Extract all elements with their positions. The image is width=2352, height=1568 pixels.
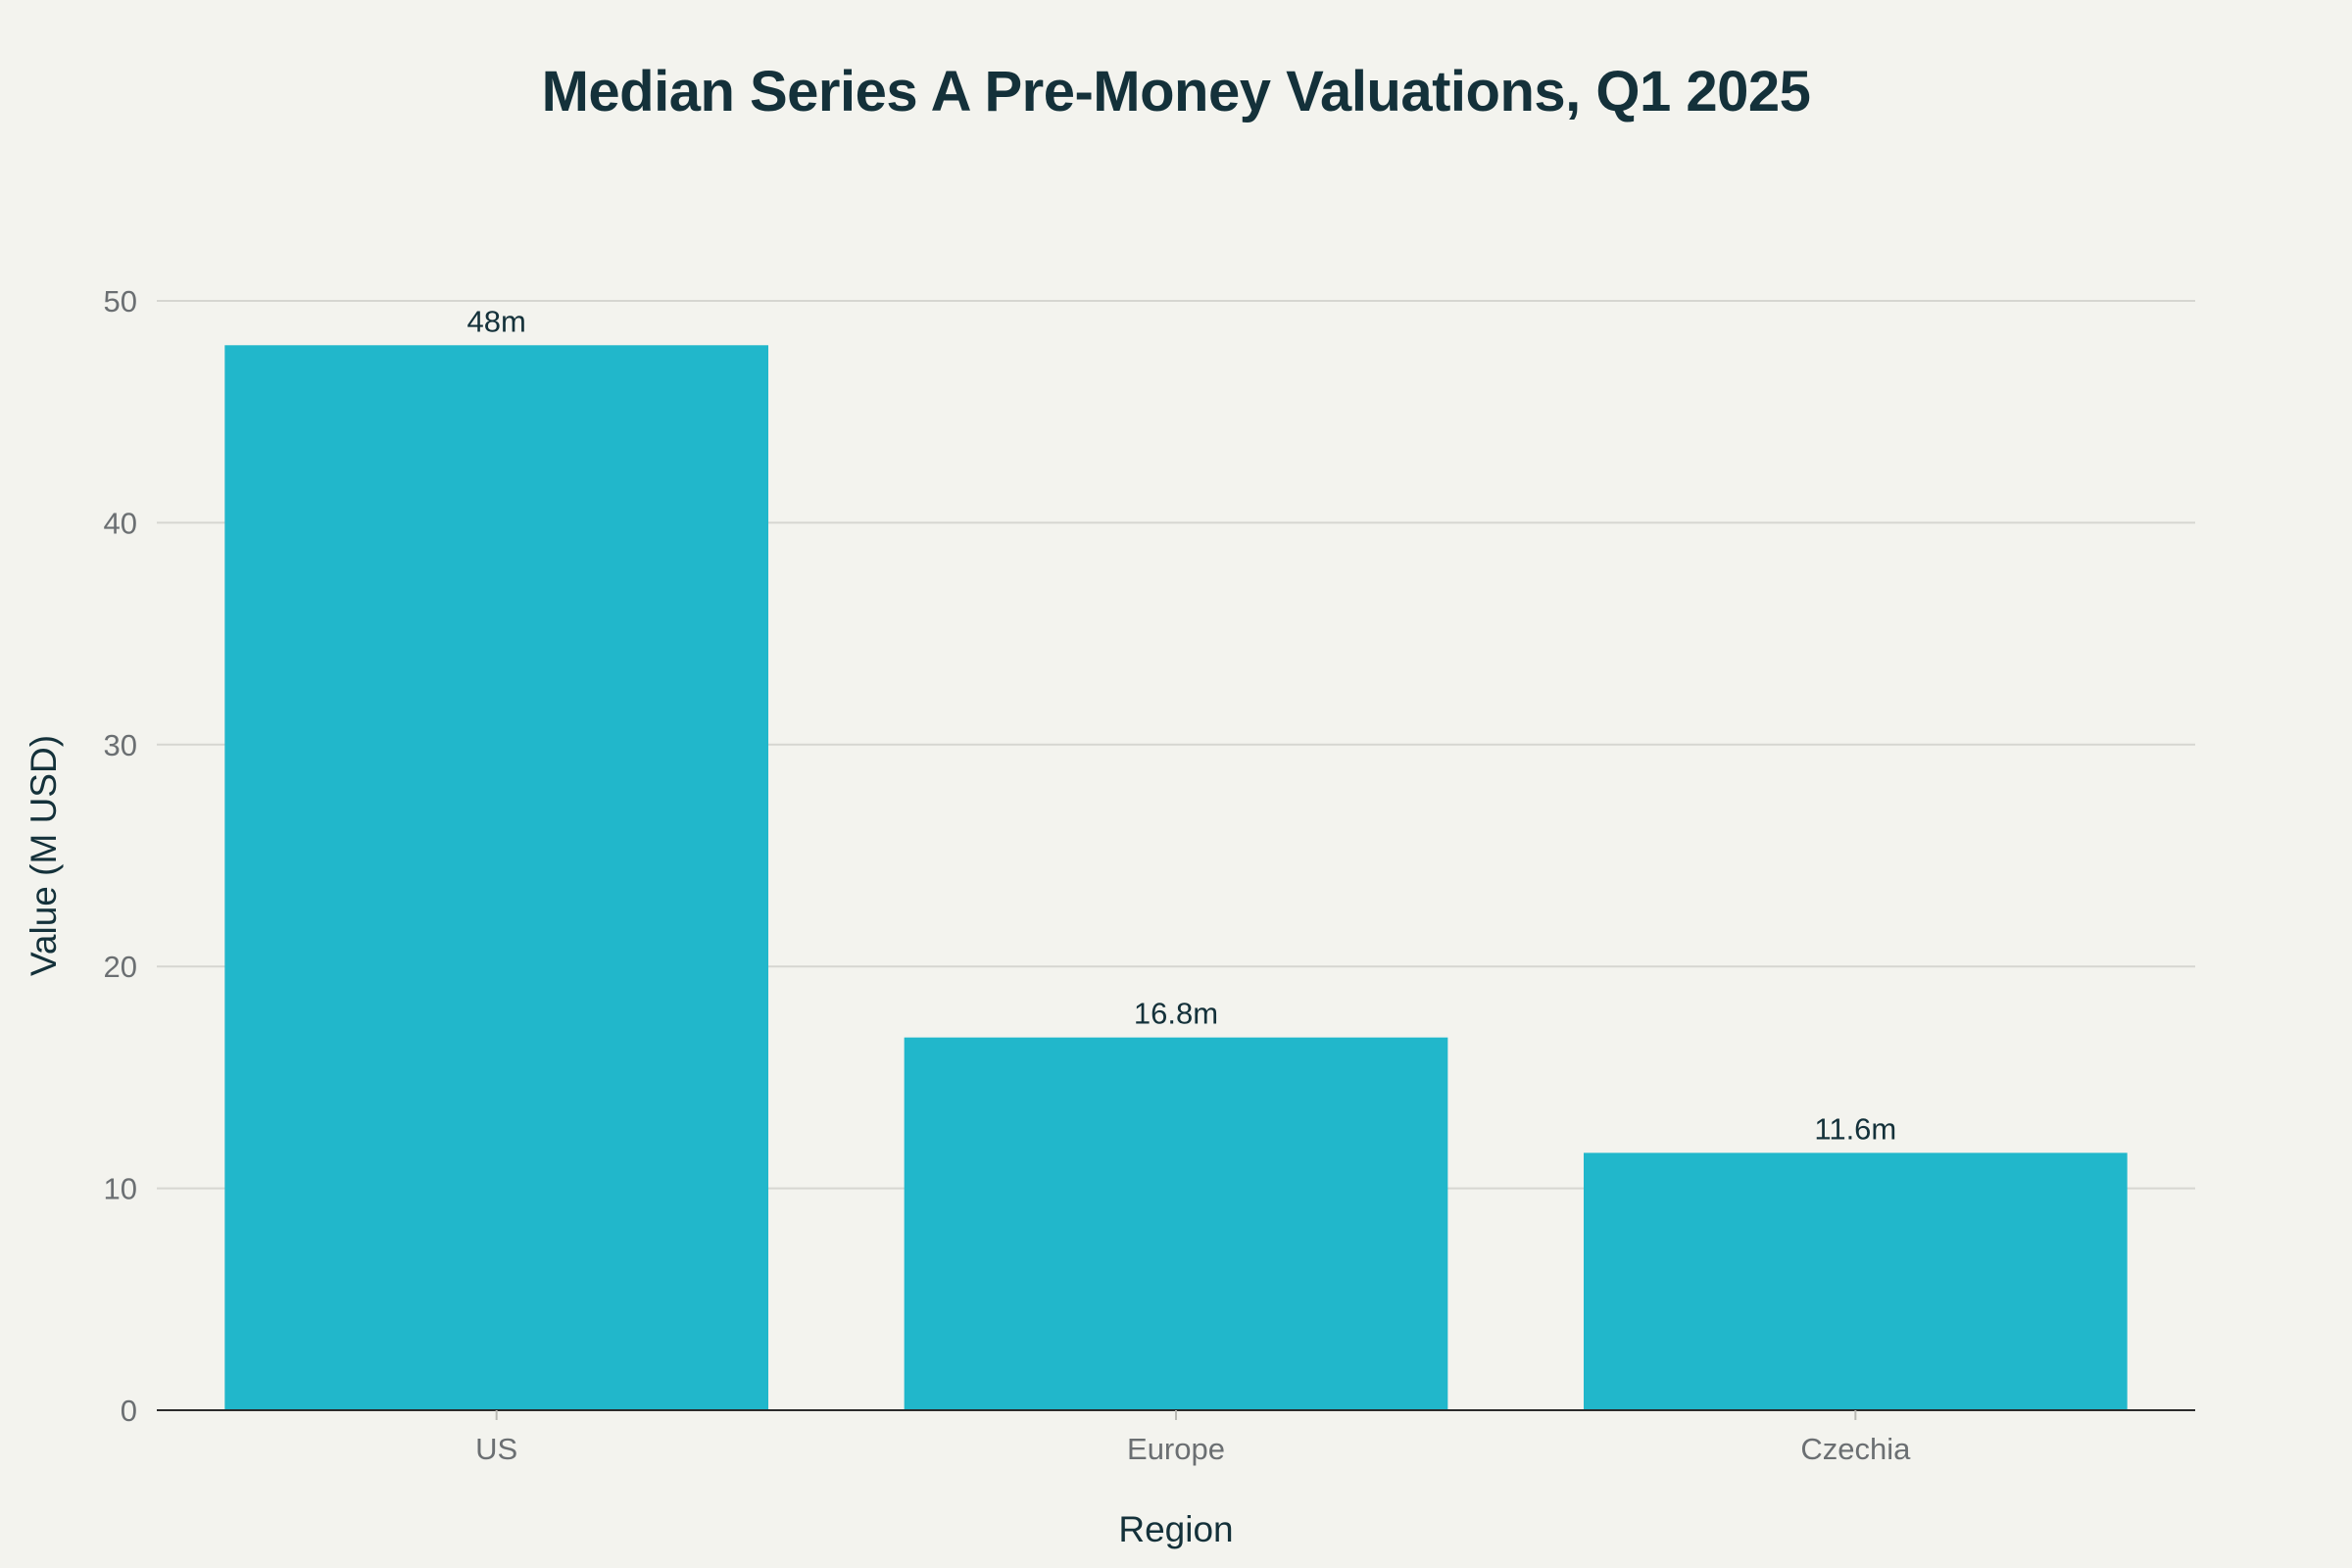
bar-us — [224, 345, 769, 1410]
y-tick-label: 40 — [104, 506, 137, 540]
data-labels: 48m 16.8m 11.6m — [467, 304, 1897, 1146]
y-tick-label: 10 — [104, 1172, 137, 1206]
data-label: 11.6m — [1814, 1111, 1896, 1146]
bar-czechia — [1584, 1152, 2128, 1410]
y-tick-label: 0 — [121, 1394, 137, 1428]
axes: 0 10 20 30 40 50 US Europe Czechia — [104, 284, 2195, 1466]
x-tick-label: Czechia — [1800, 1432, 1911, 1466]
x-tick-label: Europe — [1127, 1432, 1225, 1466]
bars — [224, 345, 2128, 1410]
data-label: 16.8m — [1134, 997, 1218, 1031]
y-axis-title: Value (M USD) — [24, 735, 64, 976]
data-label: 48m — [467, 304, 526, 338]
y-tick-label: 50 — [104, 284, 137, 318]
y-tick-label: 20 — [104, 950, 137, 984]
y-tick-label: 30 — [104, 728, 137, 762]
chart-title: Median Series A Pre-Money Valuations, Q1… — [541, 60, 1811, 123]
x-tick-label: US — [475, 1432, 517, 1466]
bar-europe — [904, 1037, 1448, 1410]
x-axis-title: Region — [1118, 1509, 1233, 1549]
